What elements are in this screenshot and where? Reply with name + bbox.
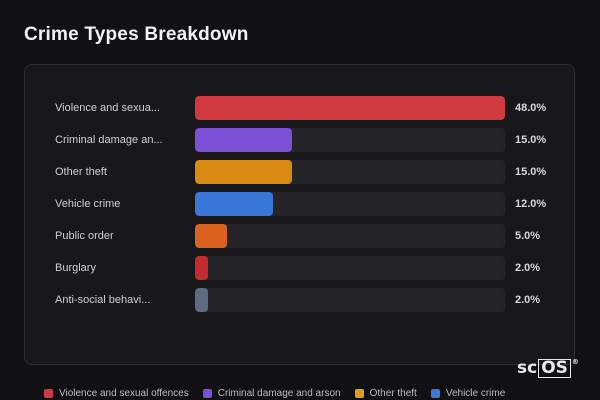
brand-logo-box: OS: [538, 359, 571, 378]
bar[interactable]: [195, 192, 273, 216]
bar[interactable]: [195, 128, 292, 152]
legend-item[interactable]: Other theft: [354, 386, 417, 400]
legend-item[interactable]: Violence and sexual offences: [44, 386, 189, 400]
bar[interactable]: [195, 256, 208, 280]
data-label: 48.0%: [515, 102, 547, 114]
category-label: Violence and sexua...: [55, 102, 160, 114]
category-label: Other theft: [55, 166, 107, 178]
category-label: Anti-social behavi...: [55, 294, 151, 306]
bar-row: Criminal damage an... 15.0%: [25, 128, 576, 152]
chart-legend: Violence and sexual offences Criminal dam…: [44, 386, 505, 400]
bar-track: [195, 160, 505, 184]
bar-row: Burglary 2.0%: [25, 256, 576, 280]
data-label: 2.0%: [515, 262, 541, 274]
category-label: Criminal damage an...: [55, 134, 163, 146]
bar-track: [195, 256, 505, 280]
brand-logo: sc OS ®: [517, 358, 579, 378]
bar-row: Public order 5.0%: [25, 224, 576, 248]
data-label: 15.0%: [515, 134, 547, 146]
data-label: 15.0%: [515, 166, 547, 178]
bar-track: [195, 96, 505, 120]
bar-row: Vehicle crime 12.0%: [25, 192, 576, 216]
bar-row: Other theft 15.0%: [25, 160, 576, 184]
legend-swatch: [44, 388, 53, 398]
data-label: 5.0%: [515, 230, 541, 242]
legend-label: Vehicle crime: [445, 387, 506, 399]
legend-swatch: [430, 388, 440, 398]
legend-swatch: [202, 388, 212, 398]
legend-label: Criminal damage and arson: [217, 387, 341, 399]
bar[interactable]: [195, 96, 505, 120]
bar-track: [195, 224, 505, 248]
data-label: 12.0%: [515, 198, 547, 210]
bar-track: [195, 192, 505, 216]
legend-label: Violence and sexual offences: [59, 387, 189, 399]
legend-item[interactable]: Vehicle crime: [430, 386, 506, 400]
bar[interactable]: [195, 224, 228, 248]
category-label: Public order: [55, 230, 114, 242]
category-label: Vehicle crime: [55, 198, 121, 210]
bar[interactable]: [195, 288, 208, 312]
bar[interactable]: [195, 160, 292, 184]
brand-logo-registered: ®: [571, 358, 579, 366]
bar-row: Violence and sexua... 48.0%: [25, 96, 576, 120]
legend-swatch: [354, 388, 364, 398]
legend-label: Other theft: [369, 387, 417, 399]
bar-track: [195, 128, 505, 152]
chart-title: Crime Types Breakdown: [24, 24, 249, 45]
chart-card: Violence and sexua... 48.0% Criminal damag…: [24, 64, 575, 365]
legend-item[interactable]: Criminal damage and arson: [202, 386, 341, 400]
bar-row: Anti-social behavi... 2.0%: [25, 288, 576, 312]
category-label: Burglary: [55, 262, 96, 274]
brand-logo-prefix: sc: [517, 358, 538, 378]
bar-track: [195, 288, 505, 312]
data-label: 2.0%: [515, 294, 541, 306]
